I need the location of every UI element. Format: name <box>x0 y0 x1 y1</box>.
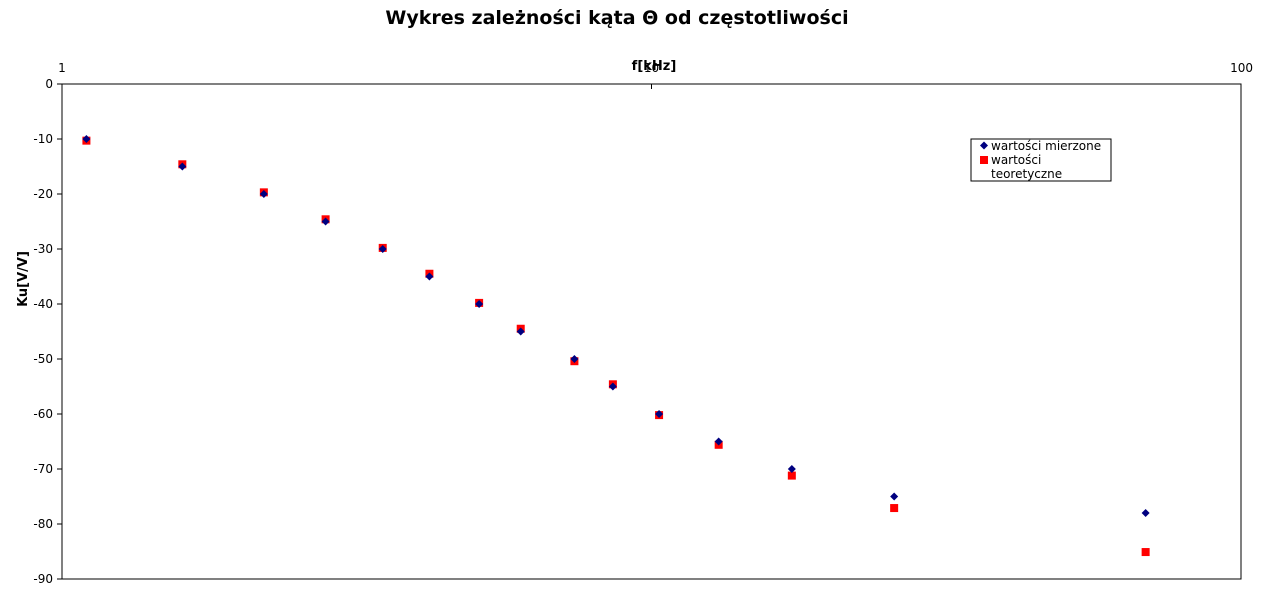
data-point-measured <box>516 327 525 336</box>
x-axis: 1 10 100 <box>58 61 1253 89</box>
y-tick-label: -70 <box>33 462 53 476</box>
y-tick-label: -90 <box>33 572 53 586</box>
y-tick-label: -20 <box>33 187 53 201</box>
data-point-measured <box>1141 509 1150 517</box>
series-layer <box>82 135 1150 557</box>
data-point-measured <box>890 492 899 501</box>
y-tick-label: -60 <box>33 407 53 421</box>
data-point-measured <box>425 272 434 281</box>
data-point-measured <box>570 355 579 363</box>
y-tick-label: -80 <box>33 517 53 531</box>
data-point-measured <box>787 465 796 473</box>
x-tick-label: 100 <box>1230 61 1253 75</box>
data-point-measured <box>655 410 664 418</box>
legend: wartości mierzone wartości teoretyczne <box>970 138 1112 182</box>
legend-square-marker <box>980 156 988 164</box>
data-point-measured <box>82 135 91 143</box>
data-point-measured <box>608 382 617 391</box>
data-point-measured <box>178 162 187 171</box>
legend-diamond-marker <box>980 141 988 150</box>
legend-label-measured: wartości mierzone <box>991 139 1101 153</box>
data-point-theoretical <box>890 504 899 513</box>
chart-title: Wykres zależności kąta Θ od częstotliwoś… <box>385 7 848 29</box>
legend-label-theoretical-line-1: wartości <box>991 153 1041 167</box>
x-axis-title: f[kHz] <box>632 59 677 74</box>
y-axis-title: Ku[V/V] <box>16 251 31 307</box>
y-tick-label: -50 <box>33 352 53 366</box>
data-point-measured <box>475 300 484 308</box>
data-point-measured <box>378 245 387 253</box>
y-tick-label: -10 <box>33 132 53 146</box>
y-axis: 0 -10 -20 -30 -40 -50 -60 -70 -80 -90 <box>33 77 62 586</box>
data-point-measured <box>714 437 723 446</box>
x-tick-label: 10 <box>644 61 659 75</box>
data-point-measured <box>321 217 330 226</box>
y-tick-label: -30 <box>33 242 53 256</box>
y-tick-label: -40 <box>33 297 53 311</box>
data-point-measured <box>259 190 268 198</box>
x-tick-label: 1 <box>58 61 66 75</box>
data-point-theoretical <box>1141 548 1150 557</box>
legend-box <box>970 138 1112 182</box>
legend-label-theoretical-line-2: teoretyczne <box>991 167 1062 181</box>
data-point-theoretical <box>787 471 796 480</box>
y-tick-label: 0 <box>45 77 53 91</box>
